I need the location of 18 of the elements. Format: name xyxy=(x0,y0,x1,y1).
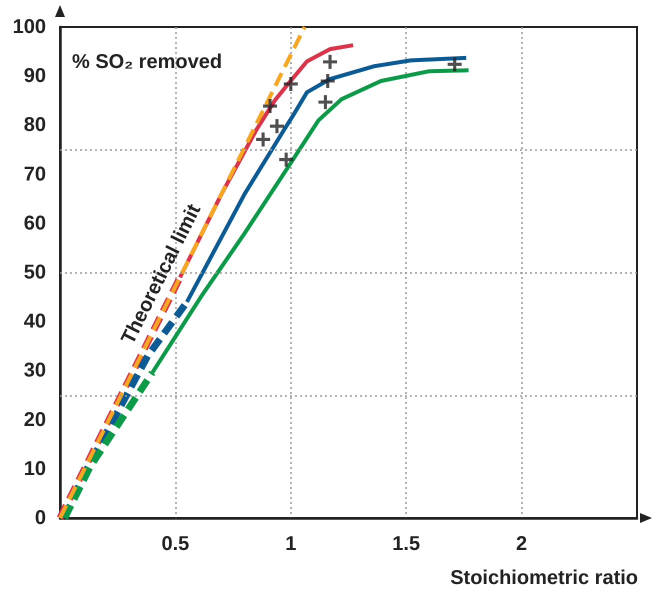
y-tick-label: 20 xyxy=(24,408,46,431)
x-tick-label: 0.5 xyxy=(161,533,190,555)
y-axis-title: % SO₂ removed xyxy=(72,51,222,73)
y-tick-label: 10 xyxy=(24,458,46,480)
x-tick-label: 1 xyxy=(285,533,296,555)
y-tick-label: 0 xyxy=(34,507,46,529)
x-tick-label: 1.5 xyxy=(392,533,420,555)
y-tick-label: 60 xyxy=(24,212,46,234)
y-tick-label: 90 xyxy=(24,65,46,88)
y-tick-label: 80 xyxy=(24,114,46,136)
point xyxy=(320,74,335,88)
y-tick-label: 30 xyxy=(24,360,46,382)
y-tick-label: 40 xyxy=(24,310,46,333)
x-tick-label: 2 xyxy=(516,533,528,555)
y-tick-label: 50 xyxy=(24,262,46,284)
y-tick-label: 70 xyxy=(24,163,46,186)
x-axis-title: Stoichiometric ratio xyxy=(450,567,638,589)
y-tick-label: 100 xyxy=(12,16,46,38)
